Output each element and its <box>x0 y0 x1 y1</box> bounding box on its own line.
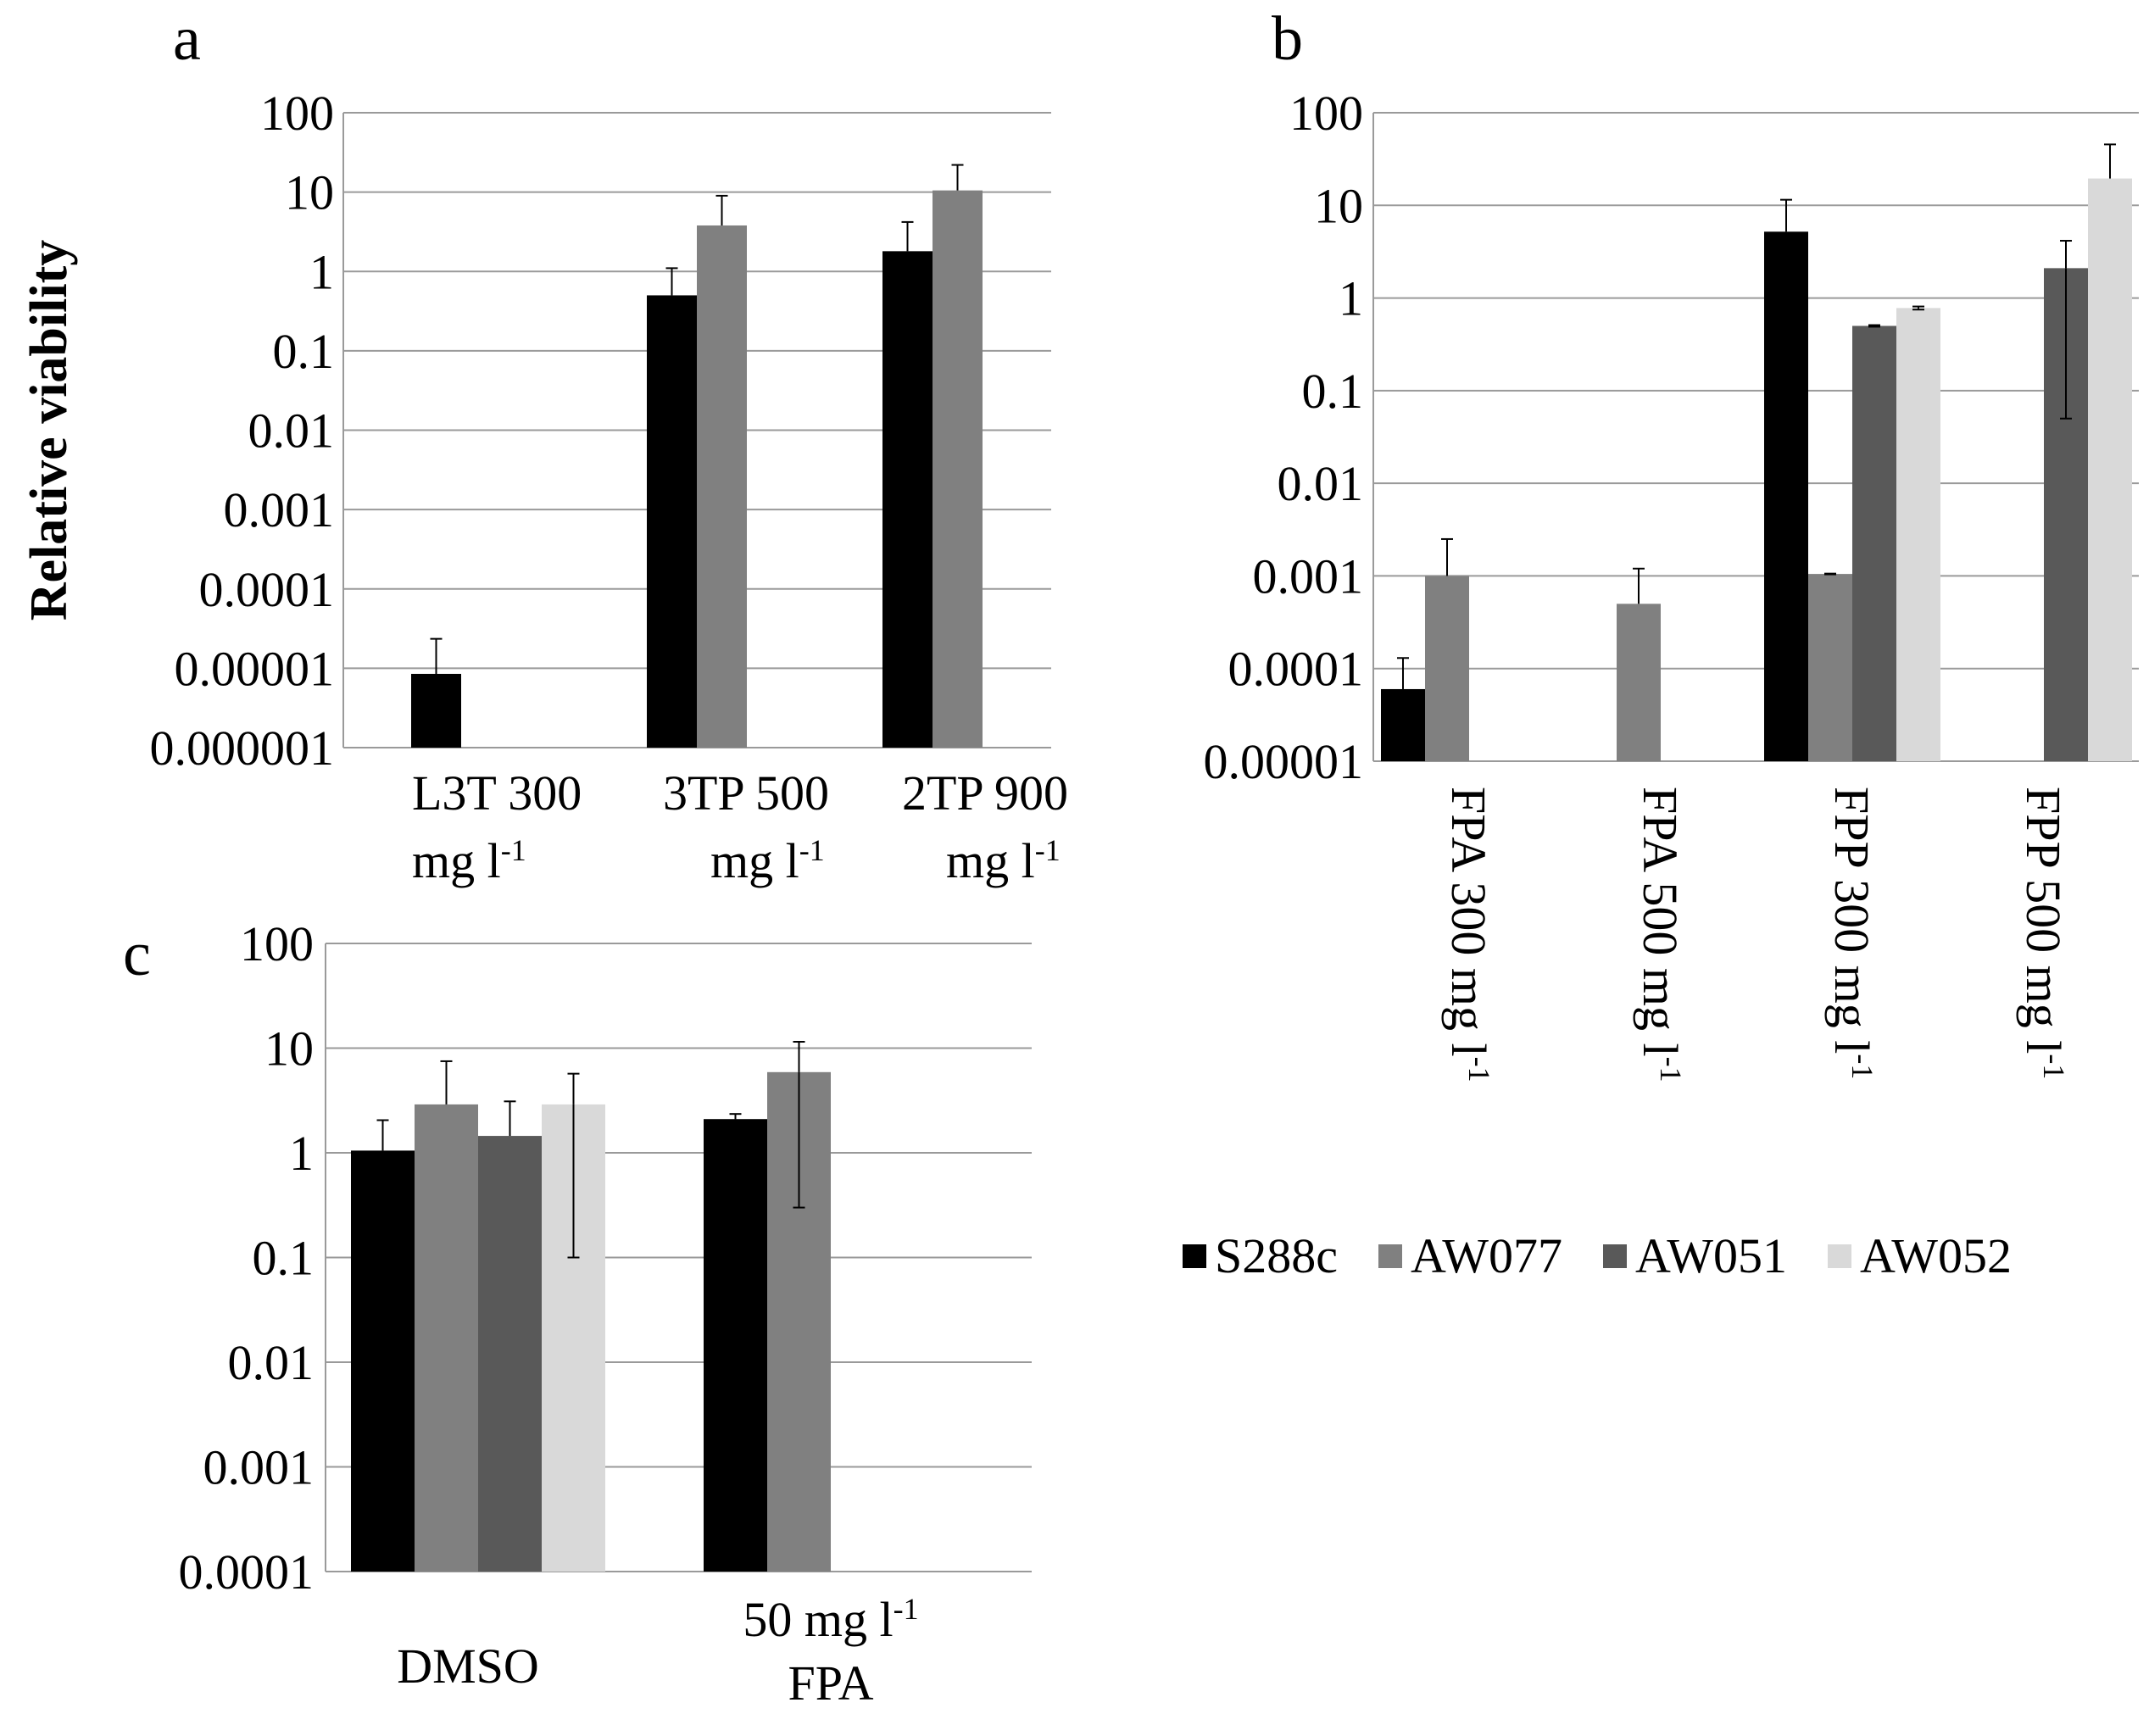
bar-c-AW077-0 <box>415 1104 478 1572</box>
superscript: -1 <box>1462 1057 1496 1082</box>
bar-a-S288c-1 <box>647 295 697 748</box>
y-tick-label: 0.00001 <box>1204 734 1364 789</box>
y-tick-label: 0.01 <box>1278 456 1364 511</box>
bar-b-AW077-0 <box>1425 576 1469 761</box>
y-tick-label: 1 <box>289 1126 314 1181</box>
y-tick-label: 0.01 <box>248 403 335 459</box>
superscript: -1 <box>1846 1054 1879 1079</box>
y-tick-label: 0.01 <box>228 1335 315 1390</box>
x-category-label: mg l-1 <box>412 833 526 888</box>
y-tick-label: 0.0001 <box>179 1544 315 1600</box>
y-tick-label: 0.1 <box>273 324 335 379</box>
y-tick-label: 0.0001 <box>1228 642 1364 697</box>
x-category-label: 2TP 900 <box>902 765 1068 821</box>
legend-item: S288c <box>1183 1227 1338 1284</box>
y-tick-label: 100 <box>260 86 334 141</box>
legend-swatch <box>1183 1244 1206 1268</box>
superscript: -1 <box>501 833 526 867</box>
bar-b-S288c-0 <box>1381 688 1425 761</box>
x-category-label: DMSO <box>397 1639 539 1694</box>
legend-item: AW077 <box>1378 1227 1562 1284</box>
panel-letter: b <box>1272 4 1303 74</box>
bar-b-AW052-3 <box>2088 178 2132 761</box>
y-tick-label: 0.1 <box>253 1231 315 1286</box>
bar-c-AW051-0 <box>478 1136 542 1572</box>
legend-label: AW052 <box>1859 1228 2012 1283</box>
superscript: -1 <box>1035 833 1061 867</box>
x-category-label: 50 mg l-1 <box>743 1592 918 1647</box>
panel-letter: c <box>123 920 151 989</box>
x-category-label: L3T 300 <box>412 765 582 821</box>
x-category-label: 3TP 500 <box>663 765 829 821</box>
y-tick-label: 10 <box>285 165 334 220</box>
y-tick-label: 0.000001 <box>150 721 335 776</box>
x-category-label: FPP 300 mg l-1 <box>1824 787 1879 1079</box>
bar-c-S288c-1 <box>704 1119 767 1572</box>
legend-label: AW077 <box>1411 1228 1562 1283</box>
legend-item: AW051 <box>1602 1227 1787 1284</box>
bar-b-AW052-2 <box>1896 308 1940 761</box>
y-tick-label: 1 <box>309 244 334 299</box>
y-tick-label: 0.001 <box>1253 548 1364 604</box>
chart-panel-c: c 100 10 1 0.1 0.01 0.001 0.0001 DMSO 50 mg l-1 FP… <box>123 916 1032 1711</box>
x-category-label: FPP 500 mg l-1 <box>2016 787 2071 1079</box>
y-tick-label: 0.001 <box>203 1440 315 1495</box>
superscript: -1 <box>1654 1057 1688 1082</box>
y-tick-label: 0.001 <box>224 482 335 537</box>
y-tick-label: 0.0001 <box>199 562 335 617</box>
bar-b-S288c-2 <box>1764 231 1808 761</box>
legend-label: AW051 <box>1634 1228 1787 1283</box>
bar-b-AW077-2 <box>1808 574 1852 761</box>
legend-swatch <box>1378 1244 1402 1268</box>
x-category-label: FPA 500 mg l-1 <box>1633 787 1688 1082</box>
x-category-label: mg l-1 <box>710 833 825 888</box>
y-tick-label: 10 <box>264 1021 314 1077</box>
legend-swatch <box>1827 1244 1851 1268</box>
y-tick-label: 0.1 <box>1302 364 1364 419</box>
legend-label: S288c <box>1215 1228 1338 1283</box>
superscript: -1 <box>894 1592 919 1626</box>
bar-a-S288c-2 <box>882 251 933 748</box>
legend: S288c AW077 AW051 AW052 <box>1183 1227 2052 1284</box>
legend-item: AW052 <box>1827 1227 2012 1284</box>
panel-letter: a <box>173 4 201 74</box>
y-tick-label: 1 <box>1339 271 1363 326</box>
bar-b-AW051-2 <box>1852 326 1896 761</box>
legend-swatch <box>1602 1244 1627 1268</box>
y-tick-label: 100 <box>1289 86 1363 141</box>
bar-a-S288c-0 <box>411 673 461 748</box>
x-category-label: FPA <box>788 1655 873 1711</box>
y-axis-label: Relative viability <box>20 240 78 620</box>
bar-a-AW077-2 <box>933 190 983 748</box>
superscript: -1 <box>2037 1054 2071 1079</box>
y-tick-label: 10 <box>1314 178 1363 233</box>
x-category-label: mg l-1 <box>946 833 1061 888</box>
y-tick-label: 100 <box>240 916 314 971</box>
y-tick-label: 0.00001 <box>175 641 335 696</box>
chart-panel-b: b 100 10 1 0.1 0.01 0.001 0.0001 0.00001 FPA 300 … <box>1204 4 2139 1082</box>
bar-b-AW077-1 <box>1617 604 1661 761</box>
bar-a-AW077-1 <box>697 225 747 748</box>
superscript: -1 <box>799 833 825 867</box>
x-category-label: FPA 300 mg l-1 <box>1441 787 1496 1082</box>
chart-panel-a: a 100 10 1 0.1 0.01 0.001 0.0001 0.00001 0.000001… <box>20 4 1068 888</box>
